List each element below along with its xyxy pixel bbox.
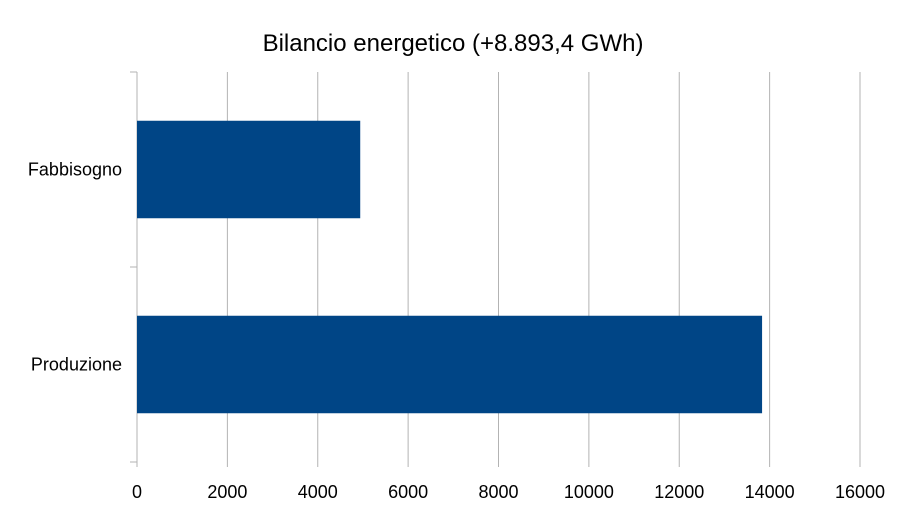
x-tick-label: 4000 (298, 482, 338, 502)
x-tick-label: 8000 (478, 482, 518, 502)
bar-produzione (137, 315, 763, 414)
x-tick-label: 12000 (654, 482, 704, 502)
x-tick-label: 6000 (388, 482, 428, 502)
x-tick-label: 10000 (564, 482, 614, 502)
category-labels: Fabbisogno Produzione (28, 160, 122, 375)
x-tick-label: 14000 (745, 482, 795, 502)
x-tick-label: 0 (132, 482, 142, 502)
bars (137, 120, 763, 414)
chart-title: Bilancio energetico (+8.893,4 GWh) (263, 30, 644, 57)
x-tick-label: 2000 (207, 482, 247, 502)
x-tick-label: 16000 (835, 482, 885, 502)
category-label: Fabbisogno (28, 160, 122, 180)
axes (130, 71, 138, 463)
category-label: Produzione (31, 355, 122, 375)
x-tick-labels: 0 2000 4000 6000 8000 10000 12000 14000 16000 (132, 482, 885, 502)
bar-fabbisogno (137, 120, 361, 219)
